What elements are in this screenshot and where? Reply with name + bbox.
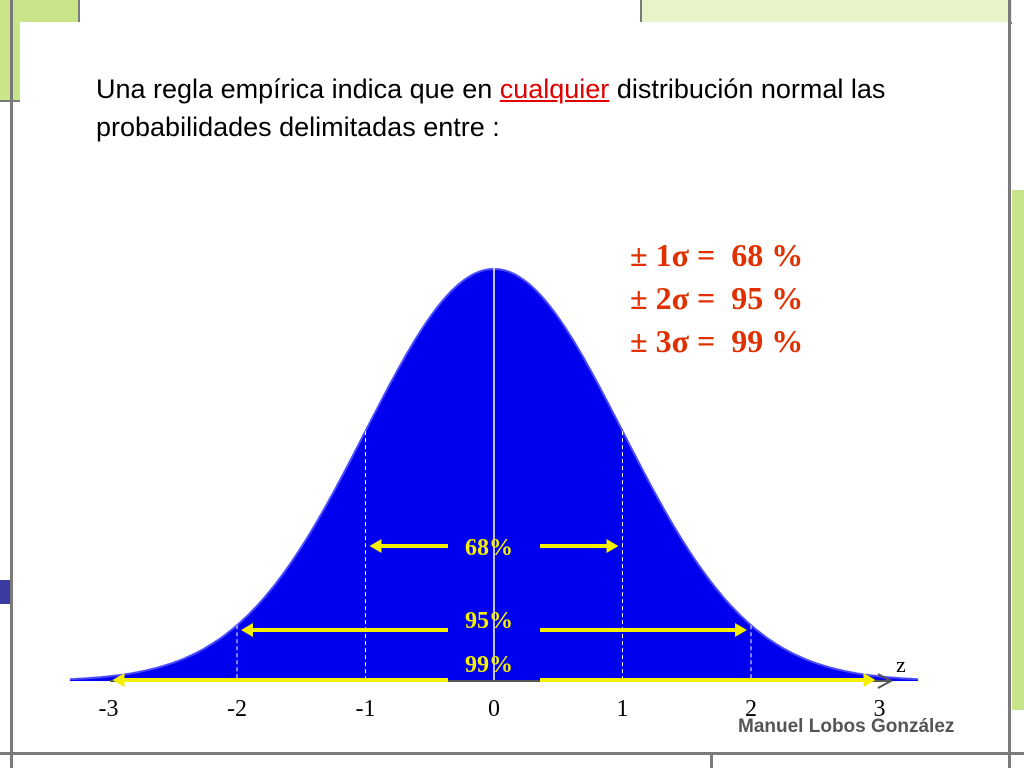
frame-green-block-right xyxy=(1012,190,1024,710)
z-tick-labels: -3 -2 -1 0 1 2 3 xyxy=(99,696,886,722)
band-arrowhead xyxy=(369,539,382,553)
title-highlight-word: cualquier xyxy=(499,74,610,104)
z-tick-label: -3 xyxy=(99,696,119,722)
z-axis-arrowhead xyxy=(877,673,894,689)
frame-block-bottom-left xyxy=(0,580,10,604)
title-text-after: distribución normal las probabilidades d… xyxy=(96,74,886,142)
title-text-before: Una regla empírica indica que en xyxy=(96,74,500,104)
band-arrowhead xyxy=(606,539,619,553)
frame-line-bottom xyxy=(0,752,1024,755)
z-tick-label: -1 xyxy=(356,696,376,722)
author-credit: Manuel Lobos González xyxy=(738,716,955,737)
z-tick-label: 1 xyxy=(617,696,629,722)
band-label: 95% xyxy=(465,608,513,634)
z-axis-label: z xyxy=(896,652,906,677)
frame-line-left xyxy=(10,0,13,768)
z-tick-label: 3 xyxy=(874,696,886,722)
band-arrowhead xyxy=(112,673,125,687)
band-arrowhead xyxy=(735,623,747,637)
sigma-rule-3: ± 3σ = 99 % xyxy=(630,323,804,359)
band-arrowhead xyxy=(241,623,253,637)
band-label: 99% xyxy=(465,652,513,678)
probability-bands: 68% 95% 99% xyxy=(112,535,876,687)
slide-title: Una regla empírica indica que en cualqui… xyxy=(96,70,976,146)
sigma-rule-1: ± 1σ = 68 % xyxy=(630,237,804,273)
band-label: 68% xyxy=(465,535,513,561)
sigma-rules-list: ± 1σ = 68 % ± 2σ = 95 % ± 3σ = 99 % xyxy=(630,234,803,363)
frame-line-right xyxy=(1008,0,1011,768)
z-tick-label: 0 xyxy=(488,696,500,722)
frame-block-top-right xyxy=(640,0,1012,24)
sd-divider-lines xyxy=(236,431,752,681)
z-tick-label: -2 xyxy=(227,696,247,722)
sigma-rule-2: ± 2σ = 95 % xyxy=(630,280,804,316)
z-tick-label: 2 xyxy=(745,696,757,722)
band-arrowhead xyxy=(863,673,876,687)
